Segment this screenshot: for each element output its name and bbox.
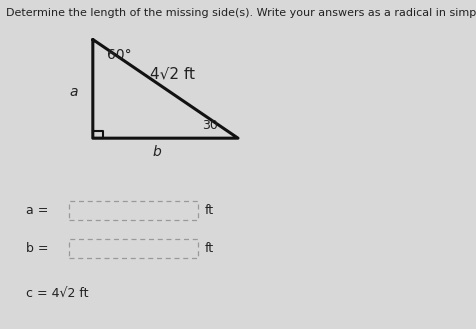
Text: a =: a = [26,204,49,217]
Text: b: b [153,145,161,159]
Text: c = 4√2 ft: c = 4√2 ft [26,286,89,299]
Text: 30: 30 [202,118,218,132]
Text: b =: b = [26,242,49,255]
Text: a: a [69,85,78,99]
Text: ft: ft [205,204,214,217]
Text: ft: ft [205,242,214,255]
Bar [69,239,198,258]
Bar [69,201,198,220]
Text: 60°: 60° [107,48,132,62]
Text: 4√2 ft: 4√2 ft [150,66,195,82]
Text: Determine the length of the missing side(s). Write your answers as a radical in : Determine the length of the missing side… [6,8,476,18]
